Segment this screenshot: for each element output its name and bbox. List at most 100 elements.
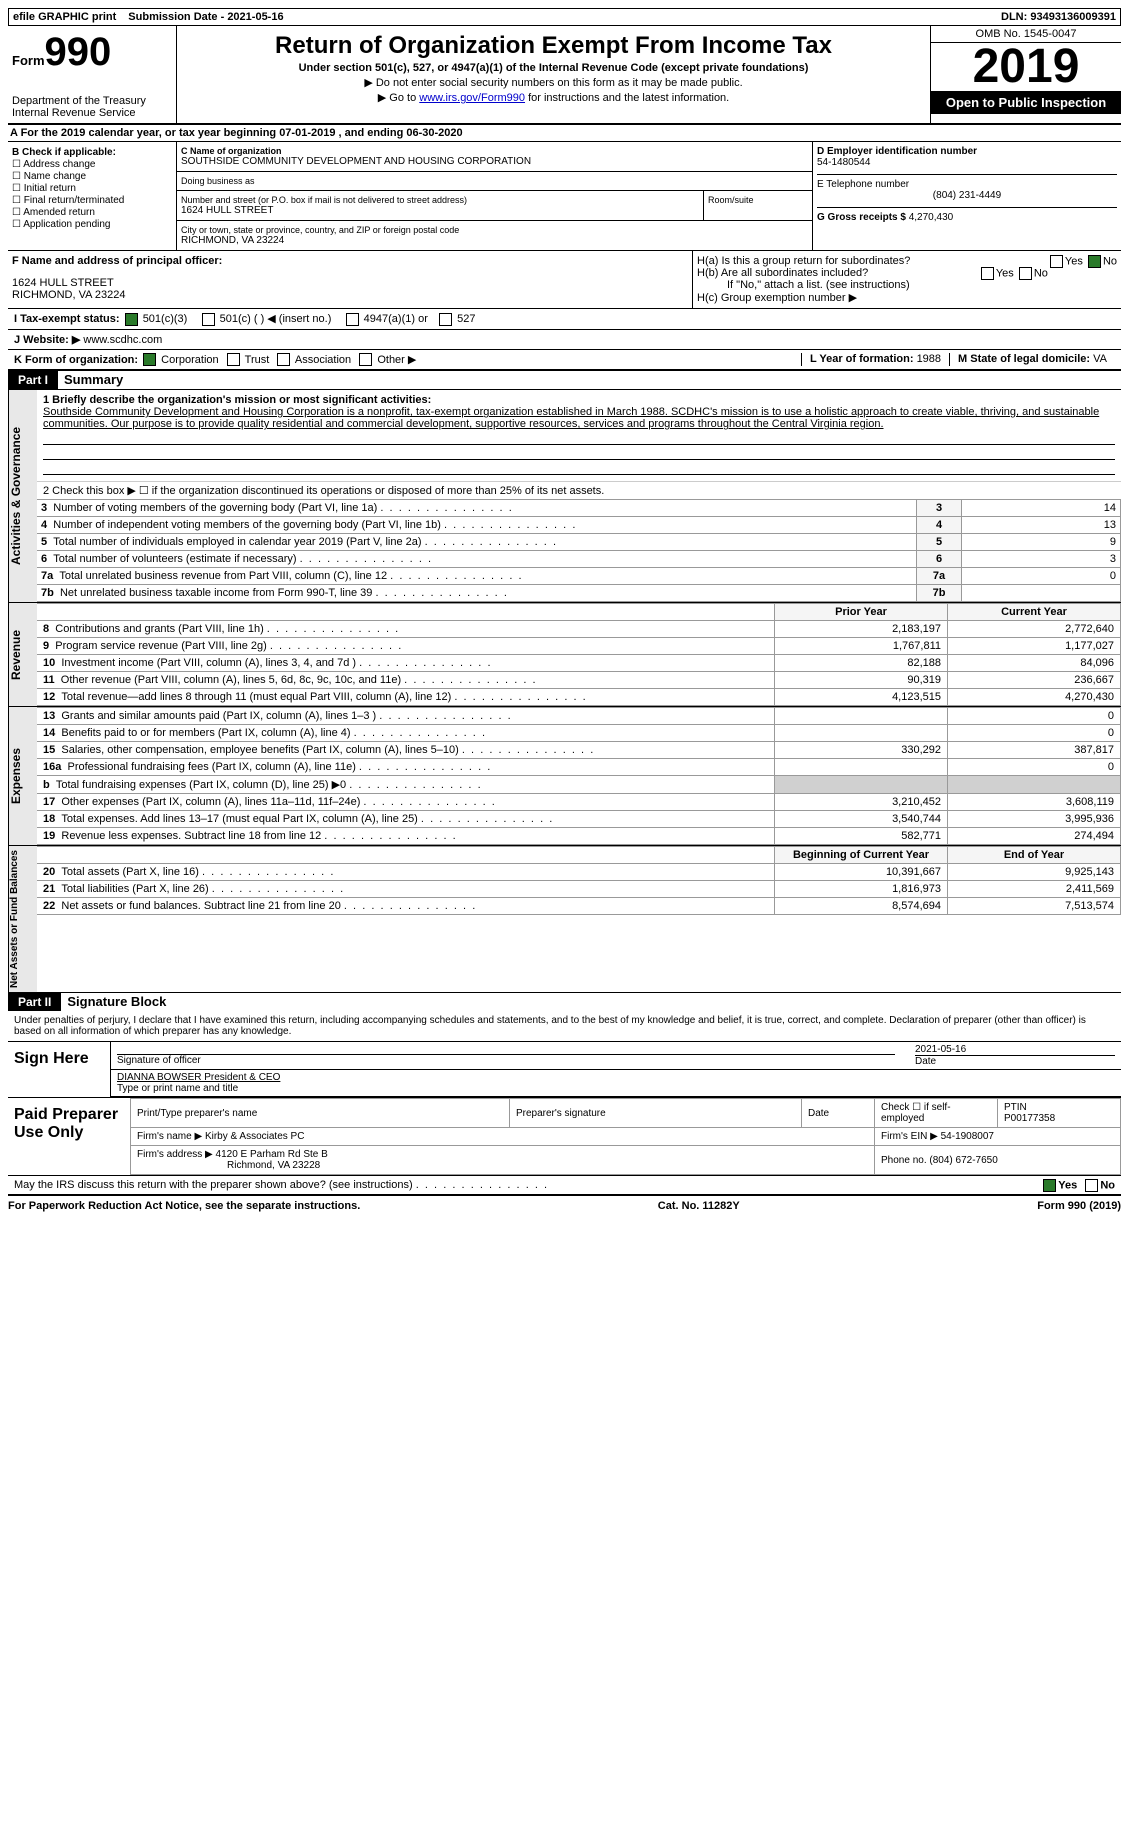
part2-header: Part IISignature Block [8, 992, 1121, 1011]
form-title: Return of Organization Exempt From Incom… [181, 32, 926, 60]
cb-final-return[interactable]: ☐ Final return/terminated [12, 195, 172, 206]
part1-expenses: Expenses 13 Grants and similar amounts p… [8, 706, 1121, 845]
part1-header: Part ISummary [8, 371, 1121, 389]
cb-address-change[interactable]: ☐ Address change [12, 159, 172, 170]
dba-label: Doing business as [181, 176, 808, 186]
mission-text: Southside Community Development and Hous… [43, 406, 1115, 430]
cb-name-change[interactable]: ☐ Name change [12, 171, 172, 182]
note-ssn: ▶ Do not enter social security numbers o… [181, 76, 926, 89]
cb-501c3[interactable] [125, 313, 138, 326]
row-a-tax-year: A For the 2019 calendar year, or tax yea… [8, 125, 1121, 142]
tax-year: 2019 [931, 43, 1121, 91]
form-number: Form990 [12, 30, 172, 75]
h-c: H(c) Group exemption number ▶ [697, 291, 1117, 304]
submission-date: Submission Date - 2021-05-16 [128, 11, 283, 23]
sig-name: DIANNA BOWSER President & CEO [117, 1072, 1115, 1083]
box-c: C Name of organizationSOUTHSIDE COMMUNIT… [177, 142, 813, 250]
side-governance: Activities & Governance [8, 390, 37, 602]
hb-note: If "No," attach a list. (see instruction… [697, 279, 1117, 291]
discuss-row: May the IRS discuss this return with the… [8, 1175, 1121, 1194]
hb-no[interactable] [1019, 267, 1032, 280]
begin-year-hdr: Beginning of Current Year [775, 847, 948, 864]
sig-date-label: Date [915, 1055, 1115, 1067]
note-link: ▶ Go to www.irs.gov/Form990 for instruct… [181, 91, 926, 104]
discuss-yes[interactable] [1043, 1179, 1056, 1192]
ha-yes[interactable] [1050, 255, 1063, 268]
cb-amended[interactable]: ☐ Amended return [12, 207, 172, 218]
form990-link[interactable]: www.irs.gov/Form990 [419, 92, 525, 104]
org-name-label: C Name of organization [181, 146, 808, 156]
part1-revenue: Revenue Prior YearCurrent Year 8 Contrib… [8, 602, 1121, 706]
prior-year-hdr: Prior Year [775, 604, 948, 621]
discuss-no[interactable] [1085, 1179, 1098, 1192]
gross-receipts: 4,270,430 [909, 212, 954, 223]
paid-preparer-row: Paid Preparer Use Only Print/Type prepar… [8, 1097, 1121, 1175]
efile-label: efile GRAPHIC print [13, 11, 116, 23]
sig-name-label: Type or print name and title [117, 1083, 1115, 1094]
footer: For Paperwork Reduction Act Notice, see … [8, 1194, 1121, 1216]
row-j: J Website: ▶ www.scdhc.com [8, 330, 1121, 350]
room-label: Room/suite [708, 195, 808, 205]
part1-netassets: Net Assets or Fund Balances Beginning of… [8, 845, 1121, 992]
firm-phone-lbl: Phone no. [881, 1155, 927, 1166]
part1-governance: Activities & Governance 1 Briefly descri… [8, 389, 1121, 602]
cb-other[interactable] [359, 353, 372, 366]
top-bar: efile GRAPHIC print Submission Date - 20… [8, 8, 1121, 26]
street-address: 1624 HULL STREET [181, 205, 699, 216]
firm-ein-lbl: Firm's EIN ▶ [881, 1131, 938, 1142]
cb-527[interactable] [439, 313, 452, 326]
cb-initial-return[interactable]: ☐ Initial return [12, 183, 172, 194]
state-domicile: VA [1093, 353, 1107, 365]
cb-app-pending[interactable]: ☐ Application pending [12, 219, 172, 230]
firm-phone: (804) 672-7650 [929, 1155, 997, 1166]
cb-corp[interactable] [143, 353, 156, 366]
firm-name: Kirby & Associates PC [205, 1131, 304, 1142]
telephone: (804) 231-4449 [817, 190, 1117, 201]
footer-cat: Cat. No. 11282Y [360, 1200, 1037, 1212]
officer-addr1: 1624 HULL STREET [12, 277, 688, 289]
revenue-table: Prior YearCurrent Year 8 Contributions a… [37, 603, 1121, 706]
gross-label: G Gross receipts $ [817, 212, 906, 223]
ptin-lbl: PTIN [1004, 1102, 1027, 1113]
current-year-hdr: Current Year [948, 604, 1121, 621]
end-year-hdr: End of Year [948, 847, 1121, 864]
prep-sig-lbl: Preparer's signature [509, 1099, 801, 1128]
form-header: Form990 Department of the Treasury Inter… [8, 26, 1121, 125]
preparer-table: Print/Type preparer's namePreparer's sig… [130, 1098, 1121, 1175]
form-subtitle: Under section 501(c), 527, or 4947(a)(1)… [181, 62, 926, 74]
tel-label: E Telephone number [817, 179, 1117, 190]
cb-assoc[interactable] [277, 353, 290, 366]
cb-4947[interactable] [346, 313, 359, 326]
sig-officer-label: Signature of officer [117, 1054, 895, 1066]
prep-self-emp: Check ☐ if self-employed [875, 1099, 998, 1128]
org-name: SOUTHSIDE COMMUNITY DEVELOPMENT AND HOUS… [181, 156, 808, 167]
side-netassets: Net Assets or Fund Balances [8, 846, 37, 992]
addr-label: Number and street (or P.O. box if mail i… [181, 195, 699, 205]
prep-name-lbl: Print/Type preparer's name [131, 1099, 510, 1128]
footer-form: Form 990 (2019) [1037, 1200, 1121, 1212]
sign-here: Sign Here [8, 1042, 110, 1097]
h-a: H(a) Is this a group return for subordin… [697, 255, 1117, 267]
year-formation: 1988 [917, 353, 941, 365]
expenses-table: 13 Grants and similar amounts paid (Part… [37, 707, 1121, 845]
box-b: B Check if applicable: ☐ Address change … [8, 142, 177, 250]
open-to-public: Open to Public Inspection [931, 91, 1121, 114]
paid-preparer-label: Paid Preparer Use Only [8, 1098, 130, 1175]
dln: DLN: 93493136009391 [1001, 11, 1116, 23]
prep-date-lbl: Date [802, 1099, 875, 1128]
hb-yes[interactable] [981, 267, 994, 280]
governance-table: 3 Number of voting members of the govern… [37, 499, 1121, 602]
officer-addr2: RICHMOND, VA 23224 [12, 289, 688, 301]
ha-no[interactable] [1088, 255, 1101, 268]
website: www.scdhc.com [83, 334, 162, 346]
cb-trust[interactable] [227, 353, 240, 366]
cb-501c[interactable] [202, 313, 215, 326]
section-fh: F Name and address of principal officer:… [8, 251, 1121, 309]
sign-here-row: Sign Here Signature of officer2021-05-16… [8, 1041, 1121, 1097]
h-b: H(b) Are all subordinates included? Yes … [697, 267, 1117, 279]
side-revenue: Revenue [8, 603, 37, 706]
box-deg: D Employer identification number54-14805… [813, 142, 1121, 250]
netassets-table: Beginning of Current YearEnd of Year 20 … [37, 846, 1121, 915]
department: Department of the Treasury Internal Reve… [12, 95, 172, 119]
declaration: Under penalties of perjury, I declare th… [8, 1011, 1121, 1041]
